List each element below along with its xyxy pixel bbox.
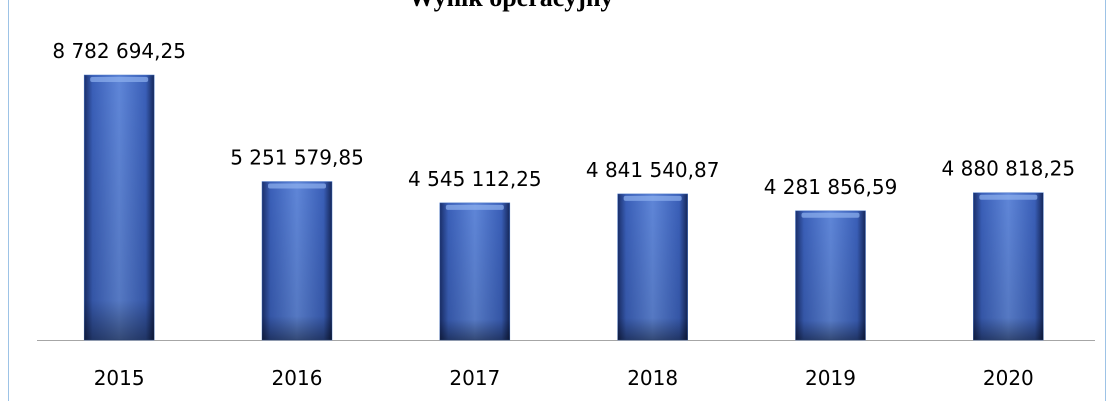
bar-shade — [973, 192, 1044, 340]
data-label: 4 281 856,59 — [764, 175, 898, 199]
data-label: 5 251 579,85 — [230, 146, 364, 170]
bar-group — [83, 74, 155, 341]
x-tick-label: 2015 — [94, 366, 145, 390]
bar-group — [439, 202, 511, 341]
bar-group — [795, 210, 866, 341]
bar-highlight — [801, 212, 860, 218]
bar-highlight — [979, 194, 1038, 200]
data-label: 4 880 818,25 — [942, 157, 1076, 181]
bar-highlight — [268, 183, 326, 189]
bar-group — [973, 192, 1044, 341]
data-label: 4 841 540,87 — [586, 158, 720, 182]
bar-shade — [617, 193, 688, 340]
bar-shade — [262, 181, 332, 340]
bar-highlight — [445, 204, 504, 210]
bar-group — [261, 181, 333, 341]
chart-border — [8, 0, 1106, 401]
data-label: 8 782 694,25 — [52, 39, 186, 63]
x-tick-label: 2018 — [627, 366, 678, 390]
x-tick-label: 2016 — [272, 366, 323, 390]
bar-shade — [84, 75, 155, 340]
chart-title: Wynik operacyjny — [409, 0, 614, 12]
bar-highlight — [623, 195, 682, 201]
bar-shade — [795, 210, 866, 340]
data-label: 4 545 112,25 — [408, 167, 542, 191]
bar-group — [617, 193, 688, 341]
x-tick-label: 2020 — [983, 366, 1034, 390]
x-tick-label: 2017 — [449, 366, 500, 390]
x-tick-label: 2019 — [805, 366, 856, 390]
bar-shade — [439, 202, 510, 340]
bar-highlight — [90, 77, 149, 82]
